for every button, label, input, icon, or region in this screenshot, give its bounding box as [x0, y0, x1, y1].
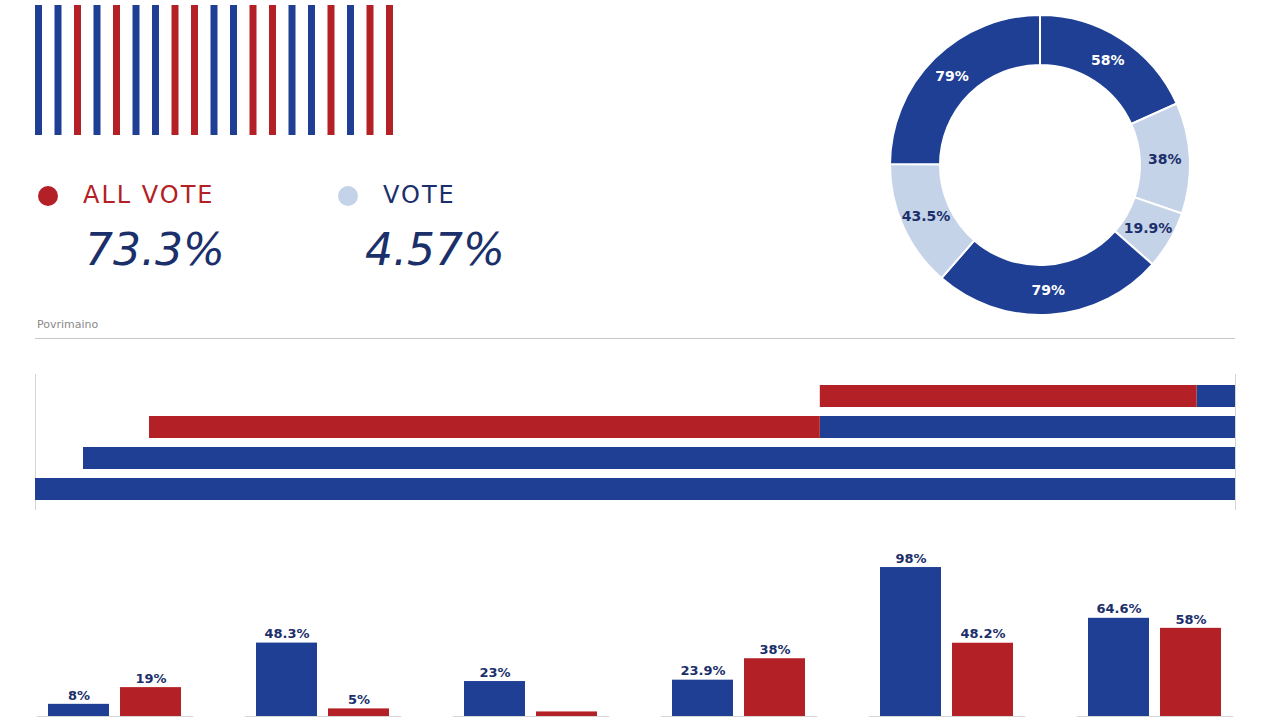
svg-text:48.2%: 48.2%: [960, 626, 1005, 641]
svg-text:79%: 79%: [935, 68, 969, 84]
svg-text:98%: 98%: [895, 551, 926, 566]
svg-text:23.9%: 23.9%: [680, 663, 725, 678]
svg-text:5%: 5%: [348, 692, 370, 707]
svg-text:79%: 79%: [1031, 282, 1065, 298]
svg-text:23%: 23%: [479, 665, 510, 680]
svg-text:19%: 19%: [135, 671, 166, 686]
html-text:ALL VOTE: ALL VOTE: [83, 181, 215, 209]
svg-text:8%: 8%: [68, 688, 90, 703]
svg-text:43.5%: 43.5%: [902, 208, 951, 224]
svg-text:58%: 58%: [1091, 52, 1125, 68]
svg-text:64.6%: 64.6%: [1096, 601, 1141, 616]
svg-text:48.3%: 48.3%: [264, 626, 309, 641]
svg-text:19.9%: 19.9%: [1124, 220, 1173, 236]
html-text:Povrimaino: Povrimaino: [37, 318, 99, 331]
svg-text:38%: 38%: [1148, 151, 1182, 167]
html-text:VOTE: VOTE: [383, 181, 456, 209]
svg-text:38%: 38%: [759, 642, 790, 657]
html-text:73.3%: 73.3%: [85, 224, 225, 275]
html-text:4.57%: 4.57%: [365, 224, 505, 275]
svg-text:58%: 58%: [1175, 612, 1206, 627]
